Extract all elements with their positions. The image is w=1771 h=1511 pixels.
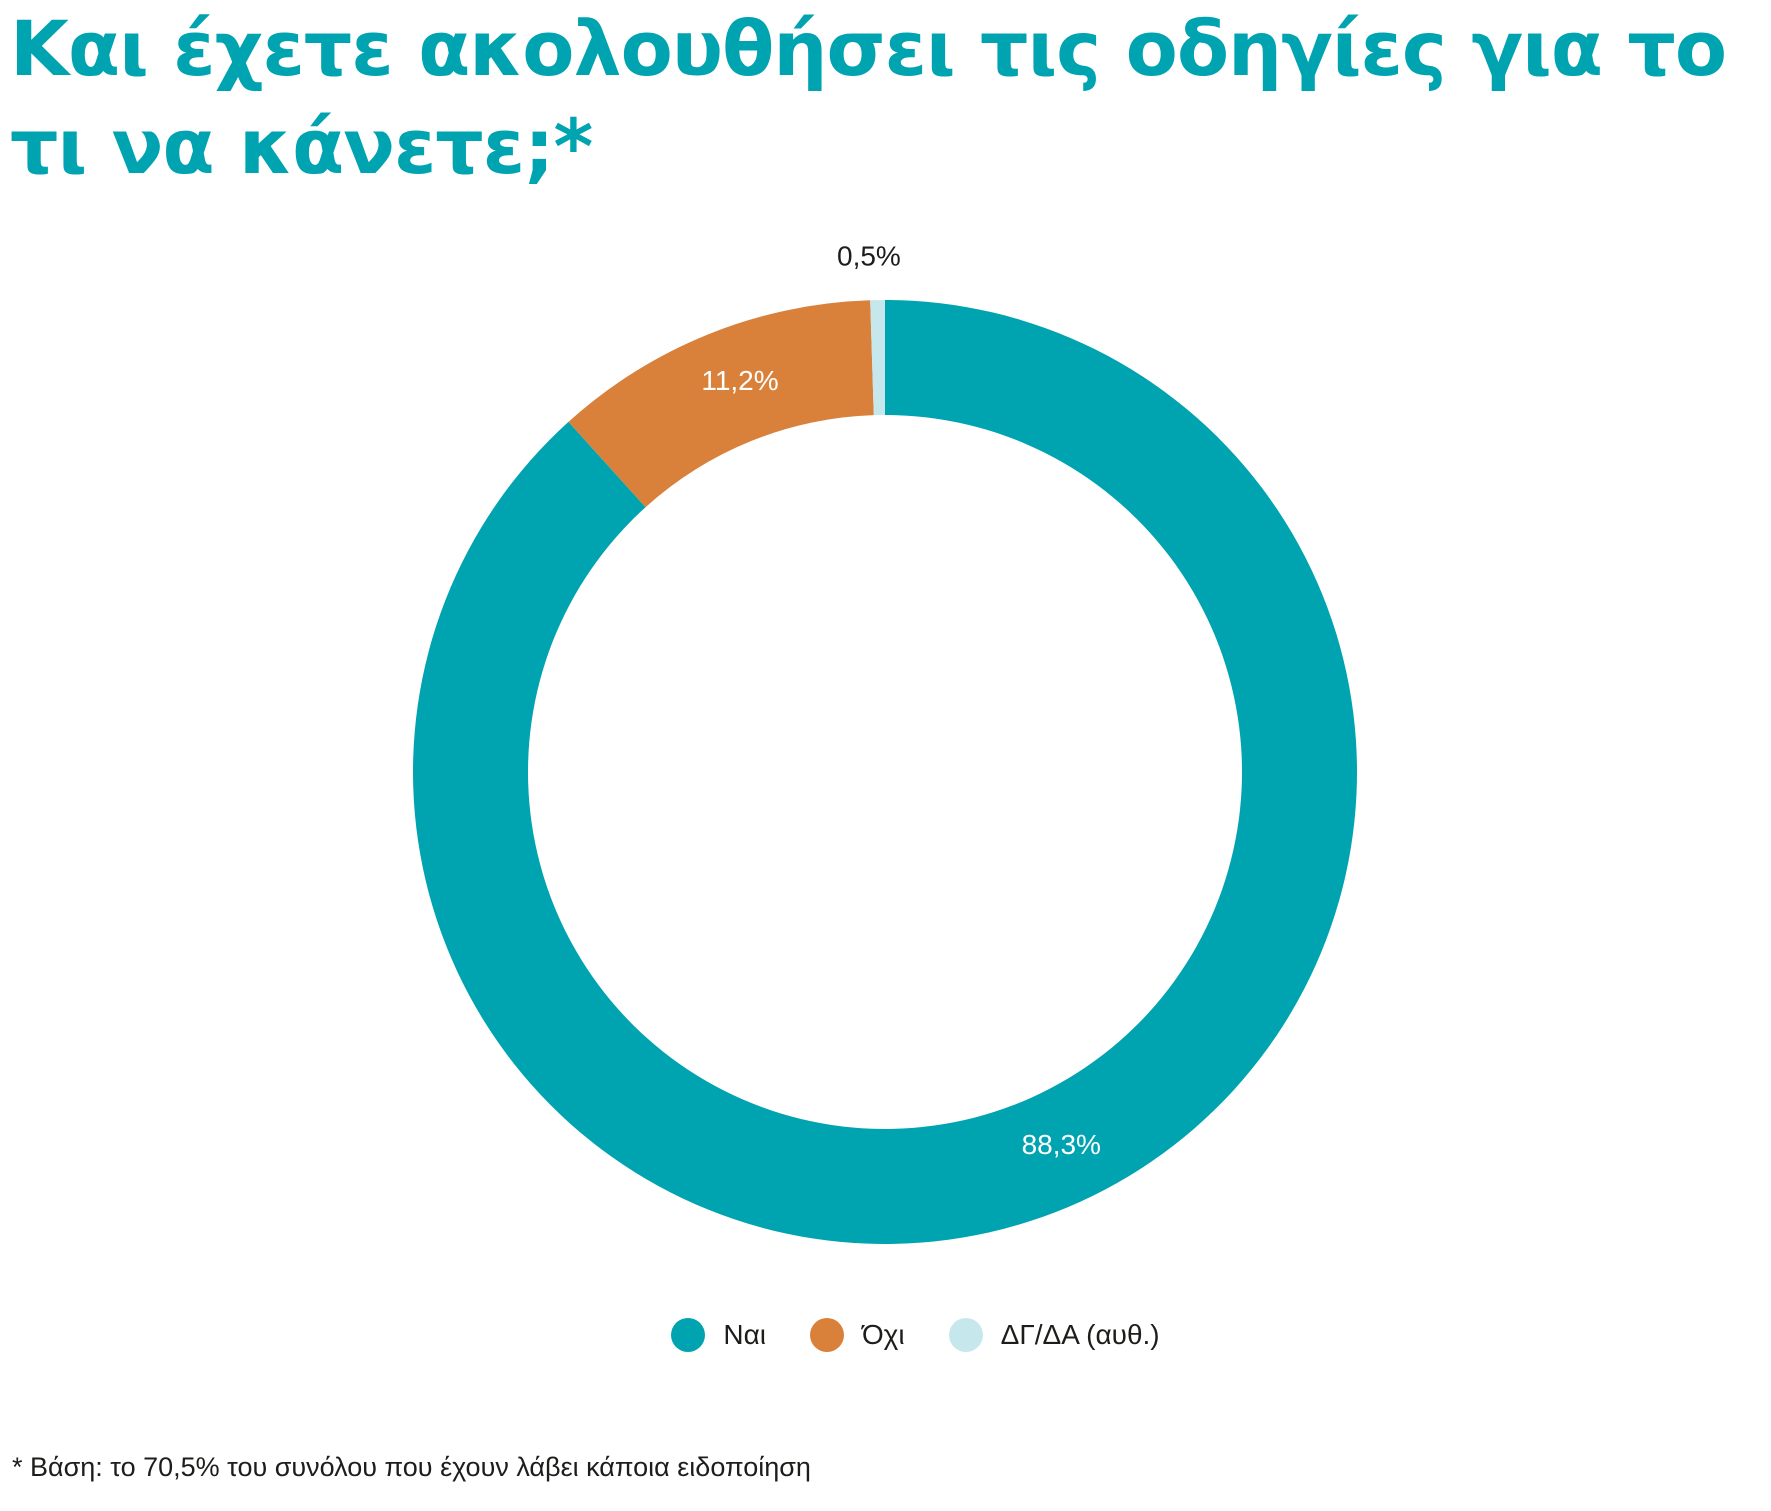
footnote: * Βάση: το 70,5% του συνόλου που έχουν λ… xyxy=(12,1452,811,1482)
slice-label-2: 0,5% xyxy=(837,240,901,271)
legend-item-1: Όχι xyxy=(810,1318,905,1352)
chart-title: Και έχετε ακολουθήσει τις οδηγίες για το… xyxy=(10,4,1727,191)
donut-slice-0 xyxy=(413,300,1357,1244)
legend-swatch-1 xyxy=(810,1318,844,1352)
legend-item-2: ΔΓ/ΔΑ (αυθ.) xyxy=(948,1318,1160,1352)
donut-svg: 88,3% 11,2% 0,5% xyxy=(413,240,1357,1244)
donut-slice-1 xyxy=(568,300,874,508)
slice-label-0: 88,3% xyxy=(1022,1129,1101,1160)
legend-label-2: ΔΓ/ΔΑ (αυθ.) xyxy=(1000,1319,1160,1350)
donut-chart: 88,3% 11,2% 0,5% xyxy=(413,240,1357,1244)
legend-label-1: Όχι xyxy=(862,1319,905,1350)
donut-slice-2 xyxy=(870,300,885,416)
legend-swatch-0 xyxy=(671,1318,706,1352)
legend-swatch-2 xyxy=(948,1318,983,1352)
chart-legend: Ναι Όχι ΔΓ/ΔΑ (αυθ.) xyxy=(0,1318,1771,1352)
legend-item-0: Ναι xyxy=(671,1318,766,1352)
legend-label-0: Ναι xyxy=(723,1319,766,1350)
slice-label-1: 11,2% xyxy=(701,365,778,396)
